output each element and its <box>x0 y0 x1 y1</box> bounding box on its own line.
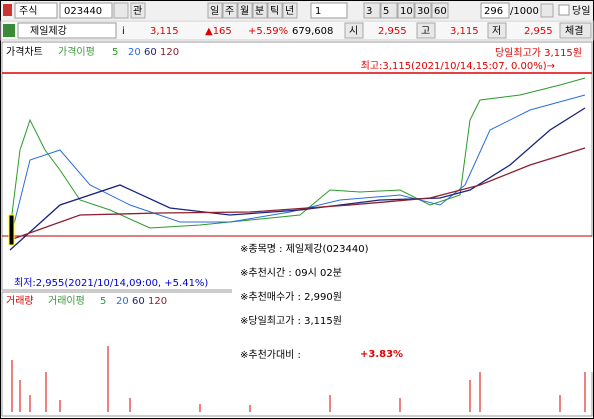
period-button[interactable] <box>267 2 283 19</box>
watch-button[interactable] <box>130 2 146 19</box>
info[interactable]: i <box>122 26 125 37</box>
tab[interactable] <box>559 22 592 39</box>
total: /1000 <box>510 6 539 17</box>
period: 분 <box>255 5 264 17</box>
view: 296 <box>484 6 503 17</box>
tab-label: 체결 <box>565 25 583 37</box>
ma-period: 20 <box>116 296 129 307</box>
rate: +5.59% <box>248 26 288 37</box>
change: ▲165 <box>205 26 232 37</box>
count-select[interactable] <box>310 2 348 19</box>
high-label: 고 <box>421 26 430 37</box>
ma-period: 120 <box>148 296 167 307</box>
ma5 <box>9 77 586 231</box>
high-tag <box>416 22 436 39</box>
ma-period: 120 <box>160 47 179 58</box>
interval: 5 <box>383 6 389 17</box>
period-button[interactable] <box>222 2 238 19</box>
low-tag <box>487 22 507 39</box>
low-note: 최저:2,955(2021/10/14,09:00, +5.41%) <box>14 277 208 289</box>
ma-period: 5 <box>100 296 106 307</box>
interval-button[interactable] <box>414 2 432 19</box>
volume-ma-label: 거래이평 <box>48 295 85 307</box>
market-select[interactable] <box>14 2 58 19</box>
stock-name: 제일제강 <box>30 25 67 37</box>
ma120 <box>9 147 586 241</box>
search-button[interactable] <box>113 2 129 19</box>
ma-period: 60 <box>144 47 157 58</box>
period-button[interactable] <box>252 2 268 19</box>
ma-period: 5 <box>112 47 118 58</box>
return: +3.83% <box>360 349 403 360</box>
watch: 관 <box>133 5 142 17</box>
overlay-line: ※추천매수가 : 2,990원 <box>240 291 342 303</box>
volume: 679,608 <box>292 26 333 37</box>
interval-button[interactable] <box>397 2 415 19</box>
count: 1 <box>315 6 321 17</box>
interval: 30 <box>417 6 430 17</box>
ma-period: 60 <box>132 296 145 307</box>
interval: 60 <box>434 6 447 17</box>
period: 년 <box>285 5 294 17</box>
period-button[interactable] <box>207 2 223 19</box>
icon <box>3 4 12 16</box>
interval: 3 <box>366 6 372 17</box>
ma60 <box>9 107 586 251</box>
code: 023440 <box>64 6 102 17</box>
ma-label: 가격이평 <box>58 45 95 58</box>
interval-button[interactable] <box>363 2 381 19</box>
period: 일 <box>210 5 219 17</box>
open: 2,955 <box>378 26 407 37</box>
period-button[interactable] <box>282 2 298 19</box>
low: 2,955 <box>524 26 553 37</box>
quote-row <box>0 20 594 41</box>
view-input[interactable] <box>480 2 510 19</box>
today-checkbox[interactable] <box>558 4 570 16</box>
overlay-line: ※당일최고가 : 3,115원 <box>240 315 342 327</box>
volume-panel-title: 거래량 <box>6 295 34 307</box>
interval-button[interactable] <box>380 2 398 19</box>
interval: 10 <box>400 6 413 17</box>
open-tag <box>344 22 364 39</box>
overlay <box>232 237 593 372</box>
price-panel-title: 가격차트 <box>6 45 43 58</box>
cursor-candle <box>8 214 15 246</box>
period: 틱 <box>270 5 279 17</box>
ma-period: 20 <box>128 47 141 58</box>
return-label: ※추천가대비 : <box>240 349 301 361</box>
headline: 당일최고가 3,115원 <box>495 47 582 59</box>
overlay-line: ※추천시간 : 09시 02분 <box>240 267 342 279</box>
ma20 <box>9 94 586 241</box>
high-note: 최고:3,115(2021/10/14,15:07, 0.00%)→ <box>361 60 555 72</box>
volume-bars <box>11 346 586 412</box>
price: 3,115 <box>150 26 179 37</box>
low-label: 저 <box>492 25 501 37</box>
market: 주식 <box>19 5 37 17</box>
open-label: 시 <box>349 25 358 37</box>
interval-button[interactable] <box>431 2 449 19</box>
code-input[interactable] <box>59 2 113 19</box>
period: 월 <box>240 5 249 17</box>
badge <box>3 24 15 37</box>
period: 주 <box>225 6 234 17</box>
settings[interactable] <box>540 3 554 18</box>
high: 3,115 <box>450 26 479 37</box>
overlay-line: ※종목명 : 제일제강(023440) <box>240 243 369 255</box>
name-box <box>17 22 117 39</box>
today: 당일 <box>572 5 590 17</box>
period-button[interactable] <box>237 2 253 19</box>
